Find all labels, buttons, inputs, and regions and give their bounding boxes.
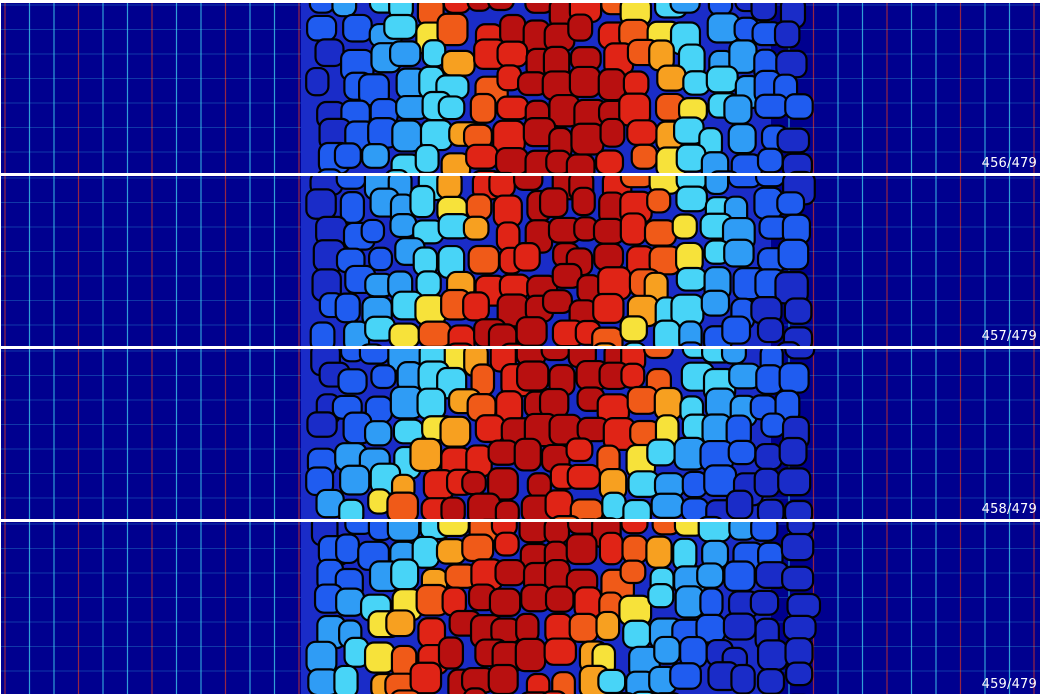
cell-band xyxy=(301,349,816,519)
cell-band xyxy=(301,176,816,346)
cell-field-2 xyxy=(1,176,1040,346)
cell-band xyxy=(301,522,822,694)
cell-field-4 xyxy=(1,522,1040,694)
frame-counter-2: 457/479 xyxy=(981,329,1037,344)
cell-band xyxy=(301,3,814,173)
frame-counter-4: 459/479 xyxy=(981,677,1037,692)
frame-counter-3: 458/479 xyxy=(981,502,1037,517)
cell-field-3 xyxy=(1,349,1040,519)
cell-field-1 xyxy=(1,3,1040,173)
simulation-frame-1: 456/479 xyxy=(1,3,1040,173)
simulation-frame-3: 458/479 xyxy=(1,349,1040,519)
simulation-frame-2: 457/479 xyxy=(1,176,1040,346)
simulation-frame-4: 459/479 xyxy=(1,522,1040,694)
frame-counter-1: 456/479 xyxy=(981,156,1037,171)
